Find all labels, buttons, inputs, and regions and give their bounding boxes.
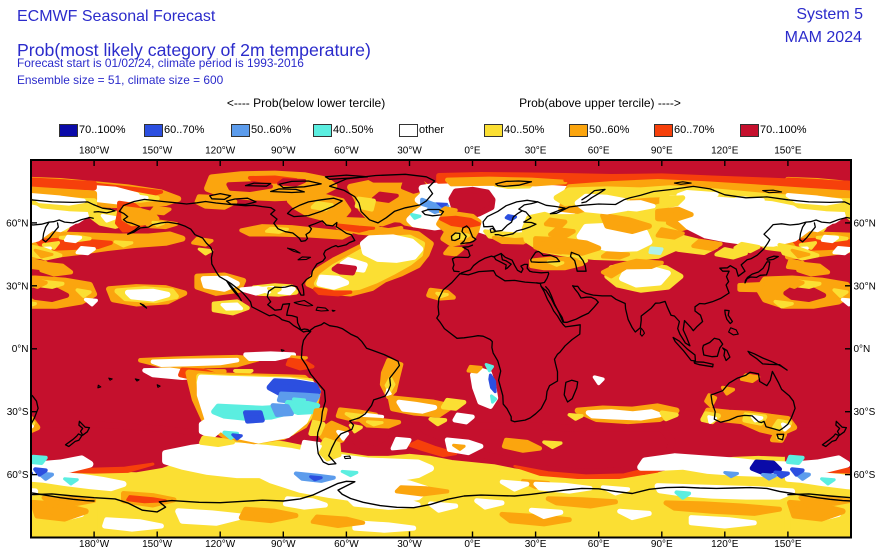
svg-text:60°E: 60°E: [588, 146, 610, 157]
svg-text:90°W: 90°W: [271, 539, 296, 550]
svg-text:30°N: 30°N: [854, 281, 876, 292]
svg-text:120°W: 120°W: [205, 539, 236, 550]
svg-text:30°W: 30°W: [397, 539, 422, 550]
svg-text:30°W: 30°W: [397, 146, 422, 157]
svg-text:150°W: 150°W: [142, 539, 173, 550]
svg-text:150°W: 150°W: [142, 146, 173, 157]
svg-text:120°W: 120°W: [205, 146, 236, 157]
svg-text:30°E: 30°E: [525, 146, 547, 157]
svg-text:60°W: 60°W: [334, 539, 359, 550]
svg-text:0°N: 0°N: [12, 344, 29, 355]
svg-text:90°E: 90°E: [651, 539, 673, 550]
svg-text:60°N: 60°N: [6, 218, 28, 229]
svg-text:60°S: 60°S: [854, 470, 876, 481]
svg-text:0°N: 0°N: [854, 344, 871, 355]
svg-text:30°N: 30°N: [6, 281, 28, 292]
svg-text:30°S: 30°S: [854, 407, 876, 418]
svg-text:90°E: 90°E: [651, 146, 673, 157]
svg-text:60°E: 60°E: [588, 539, 610, 550]
svg-text:0°E: 0°E: [464, 539, 481, 550]
svg-text:120°E: 120°E: [711, 146, 739, 157]
svg-text:180°W: 180°W: [79, 146, 110, 157]
svg-text:60°S: 60°S: [7, 470, 29, 481]
svg-text:150°E: 150°E: [774, 146, 802, 157]
svg-text:90°W: 90°W: [271, 146, 296, 157]
svg-text:30°E: 30°E: [525, 539, 547, 550]
svg-text:60°N: 60°N: [854, 218, 876, 229]
svg-text:150°E: 150°E: [774, 539, 802, 550]
svg-text:30°S: 30°S: [7, 407, 29, 418]
svg-text:60°W: 60°W: [334, 146, 359, 157]
svg-text:0°E: 0°E: [464, 146, 481, 157]
svg-text:180°W: 180°W: [79, 539, 110, 550]
svg-text:120°E: 120°E: [711, 539, 739, 550]
